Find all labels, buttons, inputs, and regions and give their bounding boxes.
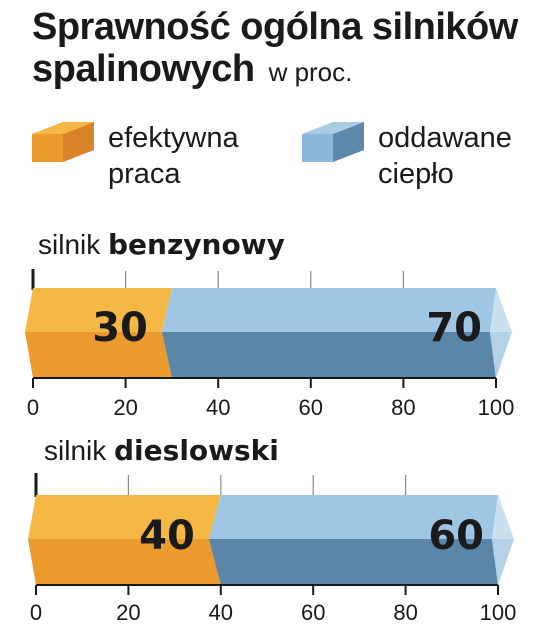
chart1-value-label-heat: 70 (426, 305, 482, 351)
chart1-arrow-bottom (490, 332, 512, 378)
chart1-x-tick-label-0: 0 (27, 395, 39, 420)
chart-title: Sprawność ogólna silników spalinowych w p… (32, 6, 542, 93)
chart2-bar-work-top (28, 495, 221, 539)
chart2-title: silnik dieslowski (44, 434, 279, 467)
chart2-x-tick-label-20: 20 (116, 600, 140, 625)
legend-item-heat: oddawane ciepło (302, 122, 548, 192)
chart2-title-bold: dieslowski (114, 434, 279, 467)
chart2-arrow-bottom (492, 539, 514, 585)
chart2-bar-work-bottom (28, 539, 221, 585)
chart1-x-tick-label-80: 80 (391, 395, 415, 420)
chart1-bar-heat-bottom (161, 332, 496, 378)
chart1-value-label-work: 30 (92, 305, 148, 351)
chart1-bar-heat-top (161, 288, 496, 332)
chart1-bar-work-bottom (25, 332, 172, 378)
legend-swatch-heat (302, 122, 364, 162)
chart2-x-tick-label-100: 100 (480, 600, 517, 625)
chart2-title-prefix: silnik (44, 435, 115, 466)
chart1-title-bold: benzynowy (108, 228, 285, 261)
legend-item-work: efektywna praca (32, 122, 278, 192)
chart2-x-tick-label-40: 40 (209, 600, 233, 625)
chart1-x-tick-label-100: 100 (478, 395, 515, 420)
chart2-x-tick-label-80: 80 (393, 600, 417, 625)
chart1-x-tick-label-40: 40 (206, 395, 230, 420)
chart1-x-tick-label-20: 20 (113, 395, 137, 420)
chart1-title-prefix: silnik (38, 229, 109, 260)
chart2-x-tick-label-60: 60 (301, 600, 325, 625)
legend-label-heat: oddawane ciepło (378, 122, 512, 190)
chart2-x-tick-label-0: 0 (30, 600, 42, 625)
chart1-x-tick-label-60: 60 (299, 395, 323, 420)
chart1-bar-work-top (25, 288, 172, 332)
legend-swatch-work (32, 122, 94, 162)
chart2-value-label-work: 40 (139, 513, 195, 559)
chart2-arrow-top (492, 495, 514, 539)
chart2-bar-heat-bottom (208, 539, 499, 585)
chart2-bar-heat-top (208, 495, 499, 539)
legend-label-work: efektywna praca (108, 122, 239, 190)
title-unit: w proc. (268, 57, 353, 87)
chart1-arrow-top (490, 288, 512, 332)
title-main: Sprawność ogólna silników spalinowych (32, 6, 518, 90)
chart2-value-label-heat: 60 (428, 513, 484, 559)
chart1-title: silnik benzynowy (38, 228, 285, 261)
